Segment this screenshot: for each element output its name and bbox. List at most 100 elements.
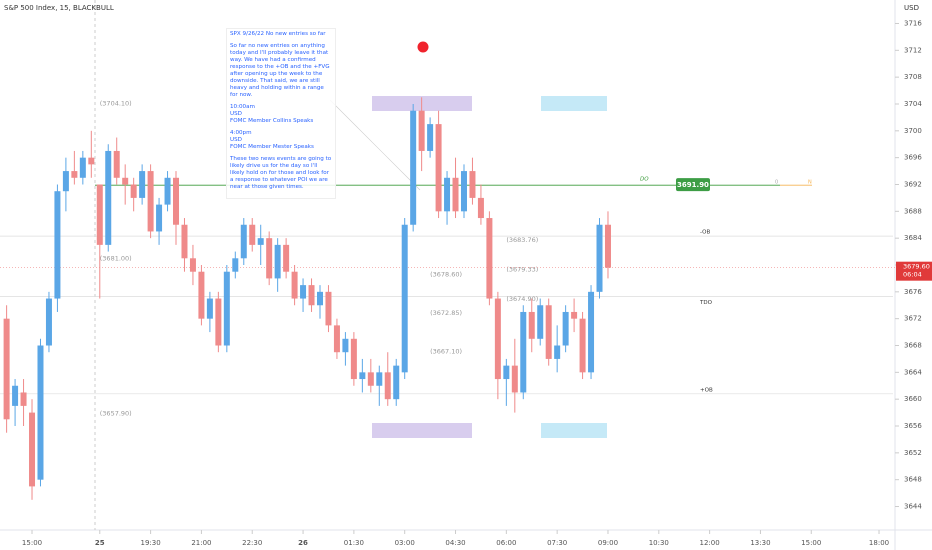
zone-box xyxy=(541,96,607,111)
y-tick-label: 3676 xyxy=(904,288,922,296)
note-paragraph: These two news events are going to likel… xyxy=(230,155,332,190)
candle-body xyxy=(342,338,349,353)
candle-body xyxy=(528,311,535,339)
x-tick-label: 12:00 xyxy=(700,539,720,547)
candle-body xyxy=(359,372,366,380)
candle-body xyxy=(232,258,239,272)
candle-body xyxy=(418,110,425,151)
candle-body xyxy=(29,412,36,487)
x-tick-label: 18:00 xyxy=(869,539,889,547)
x-tick-label: 10:30 xyxy=(649,539,669,547)
daily-open-value: 3691.90 xyxy=(677,181,709,189)
level-label: (3657.90) xyxy=(100,409,132,417)
candle-body xyxy=(3,318,10,420)
candle-body xyxy=(596,224,603,292)
x-tick-label: 22:30 xyxy=(242,539,262,547)
zone-box xyxy=(541,423,607,438)
candle-body xyxy=(477,197,484,219)
candle-body xyxy=(45,298,52,346)
y-tick-label: 3708 xyxy=(904,73,922,81)
candle-body xyxy=(494,298,501,380)
candle-body xyxy=(240,224,247,259)
candle-body xyxy=(435,124,442,212)
candle-body xyxy=(223,271,230,346)
x-tick-label: 09:00 xyxy=(598,539,618,547)
y-tick-label: 3704 xyxy=(904,100,922,108)
candle-body xyxy=(444,177,451,212)
candle-body xyxy=(571,311,578,319)
candle-body xyxy=(460,171,467,212)
candle-body xyxy=(249,224,256,245)
candle-body xyxy=(105,150,112,245)
candle-body xyxy=(333,325,340,353)
y-tick-label: 3692 xyxy=(904,180,922,188)
x-tick-label: 15:00 xyxy=(22,539,42,547)
candle-body xyxy=(266,238,273,279)
candle-body xyxy=(393,365,400,400)
level-label: (3667.10) xyxy=(430,348,462,356)
zone-label: TDO xyxy=(699,300,713,306)
daily-open-name: DO xyxy=(640,177,649,183)
y-tick-label: 3664 xyxy=(904,368,922,376)
x-tick-label: 21:00 xyxy=(191,539,211,547)
candle-body xyxy=(486,218,493,299)
candle-body xyxy=(139,171,146,198)
y-tick-label: 3700 xyxy=(904,127,922,135)
level-label: (3674.90) xyxy=(506,295,538,303)
candle-body xyxy=(181,224,188,259)
y-tick-label: 3660 xyxy=(904,395,922,403)
chart-title: S&P 500 Index, 15, BLACKBULL xyxy=(4,4,114,12)
candle-body xyxy=(173,177,180,225)
y-tick-label: 3648 xyxy=(904,476,922,484)
x-tick-label: 04:30 xyxy=(445,539,465,547)
y-tick-label: 3656 xyxy=(904,422,922,430)
zone-label: -OB xyxy=(700,230,710,236)
y-tick-label: 3644 xyxy=(904,503,922,511)
candle-body xyxy=(579,318,586,373)
x-tick-label: 06:00 xyxy=(496,539,516,547)
candle-body xyxy=(350,338,357,380)
candle-body xyxy=(156,204,163,232)
candle-body xyxy=(562,311,569,346)
candle-body xyxy=(274,244,281,279)
y-tick-label: 3696 xyxy=(904,154,922,162)
level-label: (3678.60) xyxy=(430,270,462,278)
daily-open-mark: N xyxy=(808,180,812,186)
note-paragraph: So far no new entries on anything today … xyxy=(230,42,330,98)
note-paragraph: SPX 9/26/22 No new entries so far xyxy=(230,31,326,37)
x-tick-label: 25 xyxy=(95,539,105,547)
y-tick-label: 3716 xyxy=(904,19,922,27)
level-label: (3681.00) xyxy=(100,254,132,262)
x-tick-label: 15:00 xyxy=(801,539,821,547)
candle-body xyxy=(215,298,222,346)
y-tick-label: 3652 xyxy=(904,449,922,457)
candle-body xyxy=(545,305,552,359)
candle-body xyxy=(189,258,196,272)
candle-body xyxy=(37,345,44,480)
candle-body xyxy=(291,271,298,299)
y-tick-label: 3668 xyxy=(904,342,922,350)
candle-body xyxy=(88,157,95,165)
x-tick-label: 19:30 xyxy=(141,539,161,547)
y-tick-label: 3672 xyxy=(904,315,922,323)
candle-body xyxy=(384,372,391,400)
last-price-badge xyxy=(896,261,932,281)
countdown-label: 06:04 xyxy=(903,271,922,279)
y-tick-label: 3688 xyxy=(904,207,922,215)
candle-body xyxy=(367,372,374,386)
last-price-label: 3679.60 xyxy=(903,263,930,271)
candle-body xyxy=(198,271,205,319)
zone-box xyxy=(372,423,472,438)
x-tick-label: 03:00 xyxy=(395,539,415,547)
candle-body xyxy=(20,392,27,406)
zone-label: +OB xyxy=(700,387,713,393)
candle-body xyxy=(130,184,137,198)
x-tick-label: 01:30 xyxy=(344,539,364,547)
candle-body xyxy=(54,191,61,299)
candle-body xyxy=(427,124,434,151)
candle-body xyxy=(283,244,290,272)
candle-body xyxy=(113,150,120,178)
candle-body xyxy=(376,372,383,386)
